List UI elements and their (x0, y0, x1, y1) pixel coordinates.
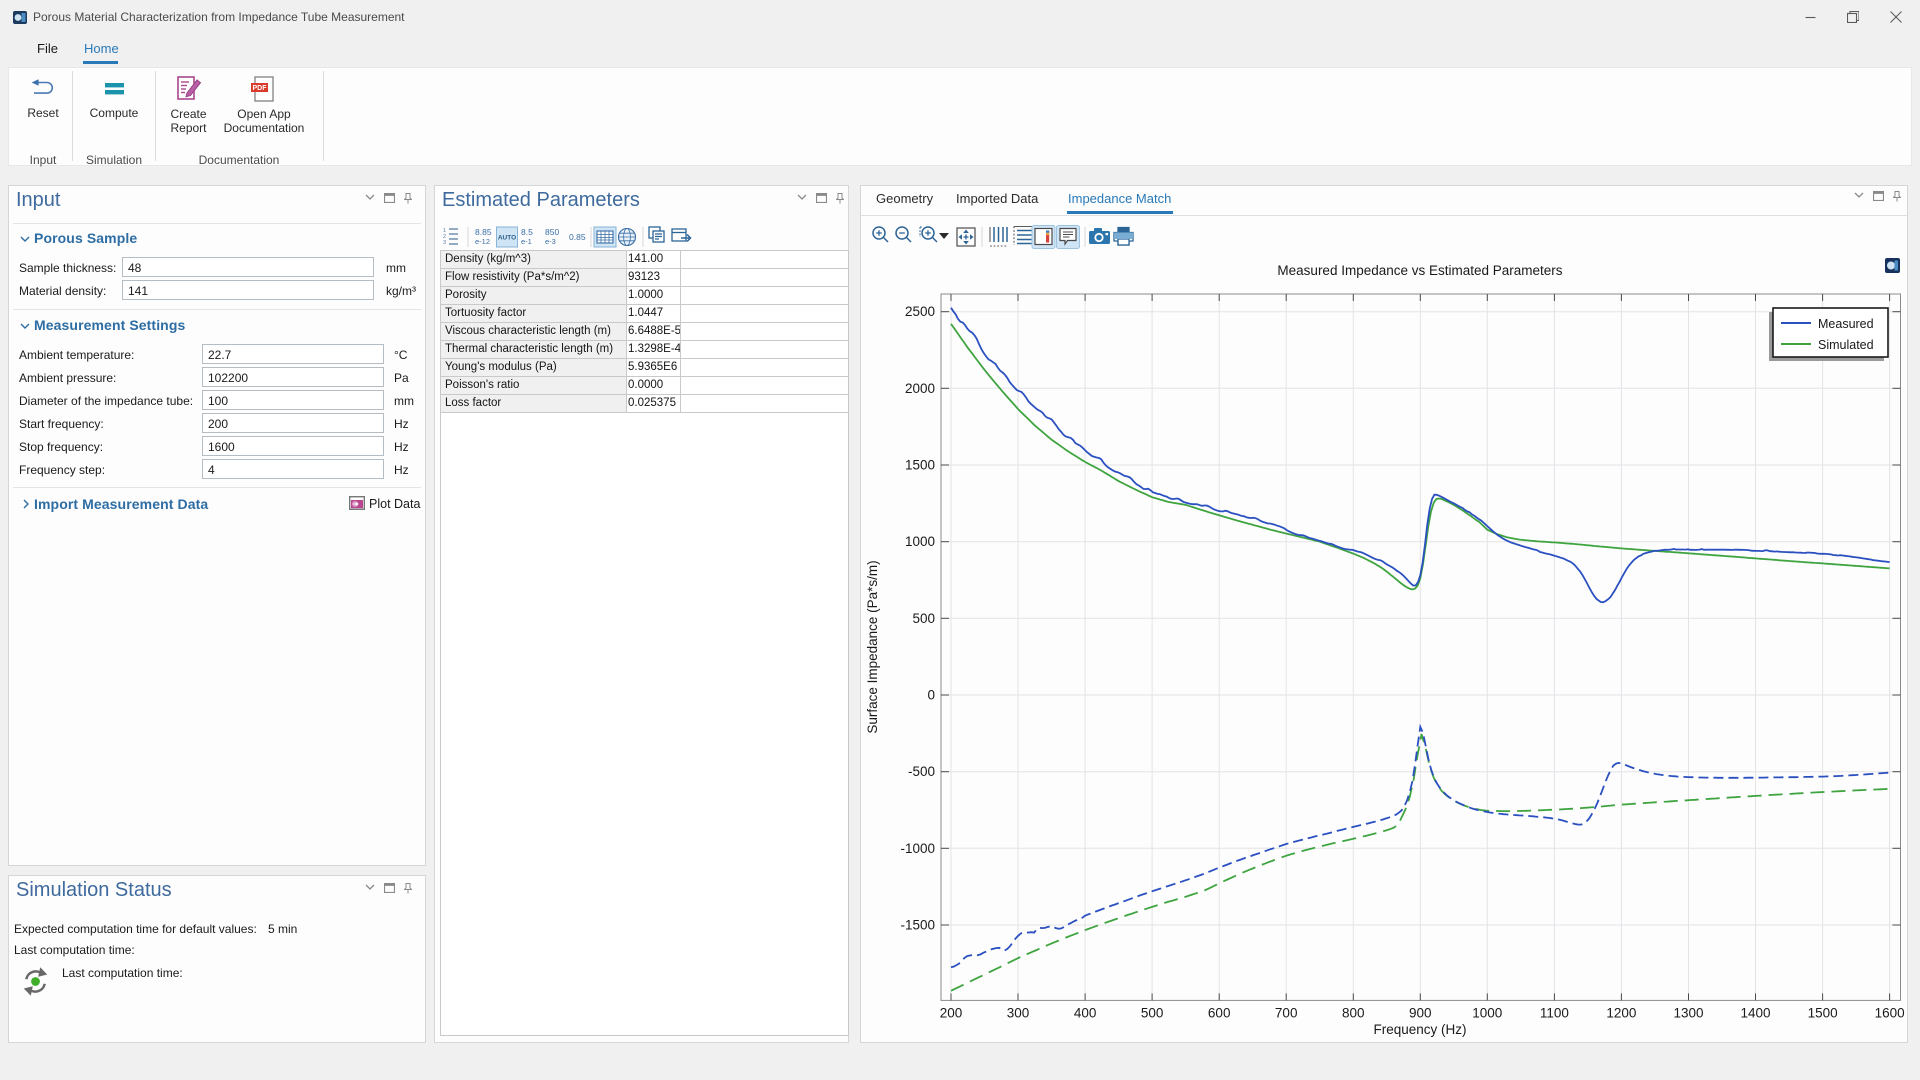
svg-text:1300: 1300 (1673, 1005, 1703, 1020)
svg-text:-1000: -1000 (900, 841, 935, 856)
svg-text:Measured: Measured (1818, 317, 1874, 331)
svg-text:Surface Impedance (Pa*s/m): Surface Impedance (Pa*s/m) (865, 560, 880, 733)
svg-text:1100: 1100 (1540, 1005, 1569, 1020)
svg-text:Measured Impedance vs Estimate: Measured Impedance vs Estimated Paramete… (1277, 263, 1562, 278)
svg-text:1500: 1500 (905, 458, 935, 473)
svg-text:8.5: 8.5 (521, 227, 533, 237)
svg-text:8.85: 8.85 (475, 227, 492, 237)
svg-text:2500: 2500 (905, 304, 935, 319)
svg-text:Frequency (Hz): Frequency (Hz) (1373, 1022, 1466, 1037)
svg-text:850: 850 (545, 227, 559, 237)
svg-text:2: 2 (443, 234, 446, 240)
svg-text:600: 600 (1208, 1005, 1231, 1020)
svg-text:1500: 1500 (1808, 1005, 1838, 1020)
svg-text:1000: 1000 (905, 534, 935, 549)
svg-text:2000: 2000 (905, 381, 935, 396)
svg-text:800: 800 (1342, 1005, 1365, 1020)
svg-text:Simulated: Simulated (1818, 338, 1874, 352)
svg-text:500: 500 (912, 611, 935, 626)
svg-text:500: 500 (1141, 1005, 1164, 1020)
svg-text:0: 0 (927, 688, 935, 703)
svg-text:e-12: e-12 (475, 237, 490, 246)
svg-text:3: 3 (443, 240, 446, 246)
svg-text:e-1: e-1 (521, 237, 532, 246)
svg-text:1600: 1600 (1875, 1005, 1905, 1020)
svg-text:200: 200 (940, 1005, 963, 1020)
svg-text:1000: 1000 (1472, 1005, 1502, 1020)
svg-text:e-3: e-3 (545, 237, 556, 246)
svg-text:1: 1 (443, 228, 446, 234)
svg-text:-500: -500 (908, 764, 935, 779)
svg-text:1400: 1400 (1740, 1005, 1770, 1020)
svg-text:700: 700 (1275, 1005, 1298, 1020)
svg-text:1200: 1200 (1606, 1005, 1636, 1020)
svg-text:AUTO: AUTO (498, 235, 516, 242)
svg-text:0.85: 0.85 (569, 232, 586, 242)
svg-text:-1500: -1500 (900, 918, 935, 933)
svg-text:400: 400 (1074, 1005, 1097, 1020)
svg-text:300: 300 (1007, 1005, 1030, 1020)
svg-text:900: 900 (1409, 1005, 1432, 1020)
svg-text:PDF: PDF (253, 85, 268, 92)
